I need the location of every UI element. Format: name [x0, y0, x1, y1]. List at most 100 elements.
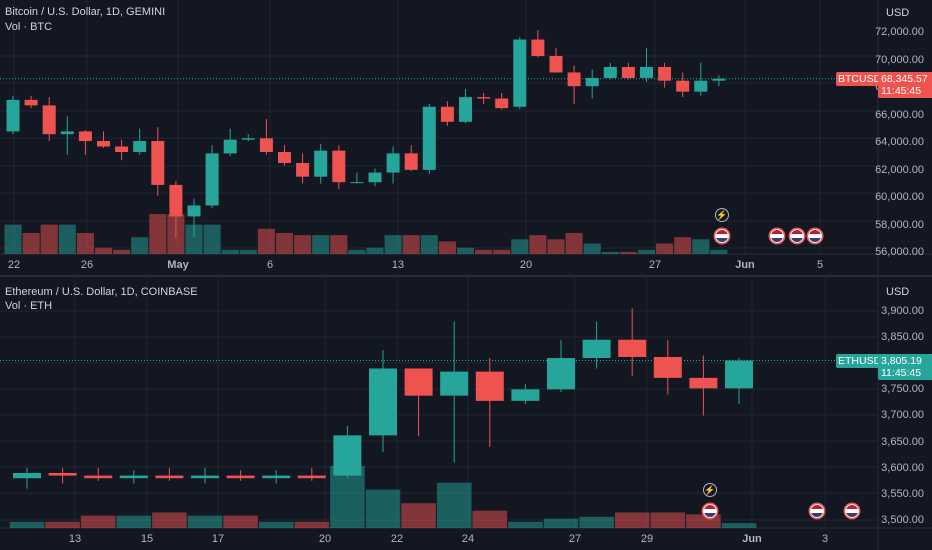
eth-candle-body [404, 368, 433, 396]
btc-volume-bar [257, 228, 275, 254]
btc-economic-event-flag-icon[interactable] [790, 229, 804, 243]
eth-volume-bar [152, 512, 187, 528]
eth-economic-event-flag-icon[interactable] [703, 504, 717, 518]
btc-time-tick: 13 [391, 259, 405, 271]
btc-volume-bar [619, 251, 637, 254]
btc-candle-body [658, 66, 672, 81]
btc-volume-bar [692, 239, 710, 254]
eth-candle-body [48, 472, 77, 476]
btc-volume-bar [493, 249, 511, 254]
btc-candle-body [223, 139, 237, 154]
btc-lightning-icon[interactable]: ⚡ [715, 208, 729, 222]
btc-economic-event-flag-icon[interactable] [770, 229, 784, 243]
eth-volume-bar [258, 521, 294, 528]
eth-volume-bar [9, 521, 45, 528]
eth-price-tick: 3,550.00 [881, 487, 924, 500]
btc-candle-body [567, 72, 581, 87]
eth-candle-body [475, 371, 504, 401]
eth-candle-body [262, 475, 291, 479]
eth-volume-label: Vol · ETH [5, 300, 53, 312]
eth-candle-body [13, 472, 41, 479]
eth-lightning-icon[interactable]: ⚡ [703, 483, 717, 497]
btc-candle-body [332, 150, 346, 183]
eth-time-tick: 27 [568, 533, 582, 545]
btc-last-price-tag: 68,345.57 11:45:45 [878, 72, 932, 98]
btc-candle-body [603, 66, 617, 78]
btc-volume-bar [221, 249, 239, 254]
btc-candle-body [259, 138, 273, 152]
eth-time-tick: Jun [742, 533, 762, 545]
eth-volume-bar [686, 514, 721, 528]
eth-volume-bar [401, 503, 436, 528]
btc-candle-body [205, 153, 219, 206]
eth-time-tick: 3 [821, 533, 829, 545]
eth-time-tick: 24 [461, 533, 475, 545]
btc-candle-body [187, 205, 201, 217]
eth-last-price-tag: 3,805.19 11:45:45 [878, 354, 932, 380]
btc-volume-bar [275, 233, 294, 254]
eth-volume-bar [614, 512, 650, 528]
btc-candle-body [513, 39, 527, 107]
eth-economic-event-flag-icon[interactable] [810, 504, 824, 518]
btc-volume-bar [113, 249, 131, 254]
btc-candle-body [694, 80, 708, 92]
eth-price-tick: 3,600.00 [881, 461, 924, 474]
btc-candle-body [531, 39, 545, 56]
btc-last-price: 68,345.57 [881, 73, 928, 85]
btc-volume-bar [131, 237, 149, 254]
btc-economic-event-flag-icon[interactable] [808, 229, 822, 243]
btc-candle-body [278, 152, 291, 163]
btc-candle-body [42, 105, 56, 135]
eth-candle-body [547, 358, 575, 390]
eth-volume-bar [650, 512, 686, 528]
btc-volume-bar [710, 249, 728, 254]
btc-candle-body [115, 146, 129, 152]
btc-volume-bar [402, 235, 420, 254]
btc-price-tick: 66,000.00 [875, 108, 924, 121]
btc-candle-body [549, 56, 563, 73]
eth-price-tick: 3,750.00 [881, 383, 924, 396]
btc-countdown: 11:45:45 [881, 85, 922, 97]
btc-candle-body [422, 106, 436, 170]
eth-time-tick: 20 [318, 533, 332, 545]
btc-volume-label: Vol · BTC [5, 21, 53, 33]
btc-price-tick: 72,000.00 [875, 26, 924, 38]
btc-volume-bar [58, 224, 76, 254]
btc-candle-body [97, 141, 110, 147]
btc-volume-bar [40, 224, 58, 254]
btc-currency-button[interactable]: USD [886, 7, 910, 19]
btc-candle-body [640, 66, 653, 78]
eth-volume-bar [721, 523, 757, 528]
btc-volume-bar [348, 249, 366, 254]
eth-time-tick: 22 [390, 533, 404, 545]
btc-price-tick: 56,000.00 [875, 246, 924, 258]
btc-volume-bar [4, 224, 22, 254]
btc-volume-bar [456, 247, 475, 254]
eth-volume-bar [543, 518, 579, 528]
btc-time-tick: 27 [648, 259, 662, 271]
eth-volume-bar [223, 515, 258, 528]
btc-time-tick: 26 [80, 259, 94, 271]
btc-candle-body [60, 131, 74, 135]
btc-candle-body [440, 106, 454, 122]
eth-volume-bar [436, 482, 472, 528]
btc-economic-event-flag-icon[interactable] [715, 229, 729, 243]
eth-price-tick: 3,900.00 [881, 305, 924, 317]
eth-candle-body [369, 368, 397, 436]
btc-volume-bar [76, 233, 94, 254]
btc-symbol-tag: BTCUSD [836, 72, 882, 86]
eth-candle-body [191, 475, 219, 479]
eth-economic-event-flag-icon[interactable] [845, 504, 859, 518]
btc-volume-bar [656, 243, 674, 254]
eth-candle-body [333, 435, 362, 476]
btc-volume-bar [384, 235, 402, 254]
eth-symbol-tag: ETHUSD [836, 354, 882, 368]
btc-volume-bar [239, 249, 257, 254]
eth-currency-button[interactable]: USD [886, 286, 910, 298]
btc-volume-bar [438, 241, 456, 254]
eth-volume-bar [508, 521, 543, 528]
eth-candle-body [297, 475, 326, 479]
btc-volume-bar [366, 247, 384, 254]
btc-candle-body [241, 138, 255, 140]
